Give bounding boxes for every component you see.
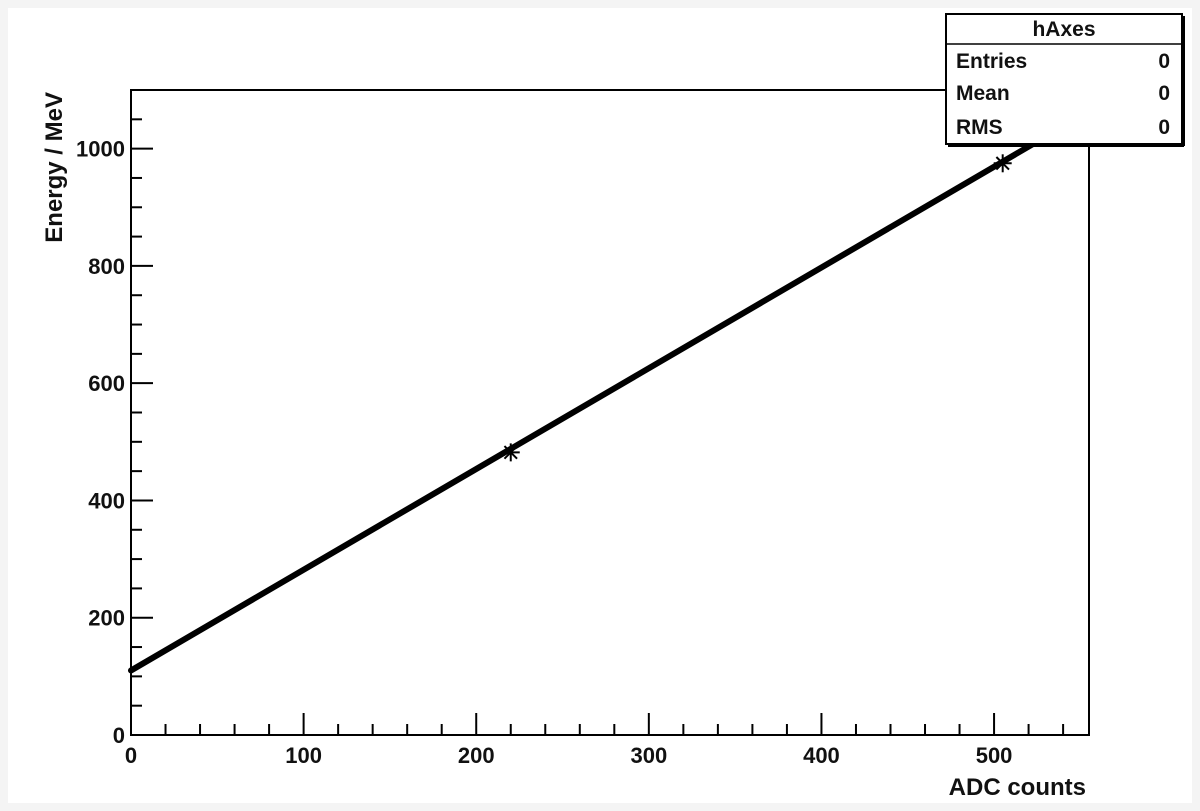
stats-row-value: 0 bbox=[1158, 50, 1170, 73]
asterisk-marker bbox=[501, 443, 520, 462]
y-tick-label: 800 bbox=[88, 254, 125, 279]
x-tick-label: 0 bbox=[125, 743, 137, 768]
x-tick-labels: 0 100 200 300 400 500 bbox=[125, 743, 1013, 768]
data-series bbox=[128, 113, 1084, 674]
y-tick-label: 200 bbox=[88, 606, 125, 631]
stats-row-label: Entries bbox=[956, 50, 1027, 73]
asterisk-marker bbox=[993, 154, 1012, 173]
x-tick-label: 400 bbox=[803, 743, 840, 768]
stats-row-label: Mean bbox=[956, 82, 1010, 105]
y-tick-labels: 0 200 400 600 800 1000 bbox=[76, 137, 125, 748]
x-tick-label: 500 bbox=[976, 743, 1013, 768]
y-tick-label: 600 bbox=[88, 371, 125, 396]
x-axis-title: ADC counts bbox=[949, 774, 1086, 801]
x-tick-label: 100 bbox=[285, 743, 322, 768]
stats-row-value: 0 bbox=[1158, 116, 1170, 139]
x-tick-label: 200 bbox=[458, 743, 495, 768]
stats-row-value: 0 bbox=[1158, 82, 1170, 105]
stats-row-label: RMS bbox=[956, 116, 1003, 139]
stats-box-frame bbox=[945, 13, 1183, 145]
y-axis-title: Energy / MeV bbox=[41, 92, 68, 243]
plot-frame bbox=[130, 89, 1090, 736]
y-tick-label: 400 bbox=[88, 488, 125, 513]
axis-ticks bbox=[130, 89, 1065, 736]
x-tick-label: 300 bbox=[630, 743, 667, 768]
y-tick-label: 1000 bbox=[76, 137, 125, 162]
calibration-line bbox=[128, 113, 1084, 674]
stats-box: hAxes Entries 0 Mean 0 RMS 0 bbox=[945, 13, 1185, 147]
y-tick-label: 0 bbox=[113, 723, 125, 748]
stats-box-title: hAxes bbox=[1032, 18, 1095, 41]
